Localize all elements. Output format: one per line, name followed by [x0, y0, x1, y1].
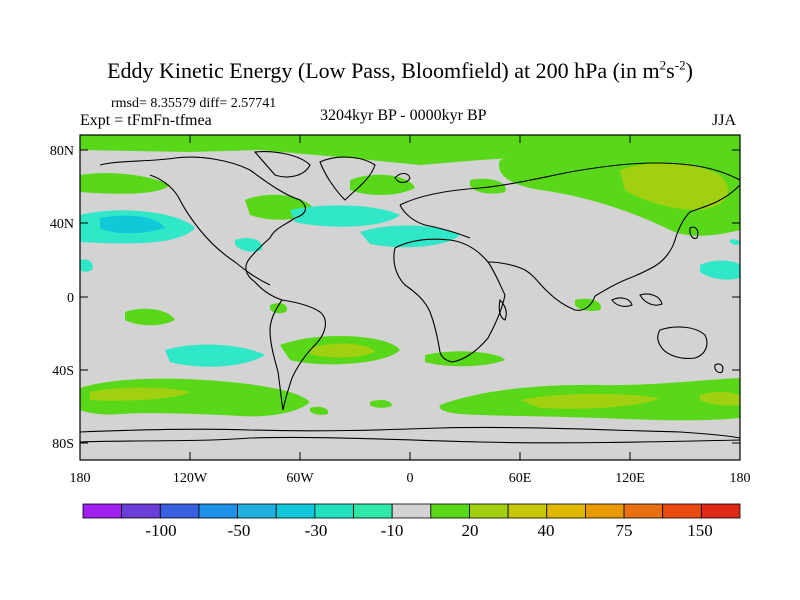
positive-region: [370, 399, 392, 408]
negative-region: [730, 239, 740, 245]
colorbar-swatch: [507, 503, 548, 519]
colorbar-swatch: [314, 503, 354, 519]
season-label: JJA: [712, 112, 737, 129]
positive-region-mid: [90, 387, 190, 401]
colorbar-swatch: [82, 503, 123, 519]
lon-tick-marks: [189, 135, 631, 460]
colorbar-labels: -100 -50 -30 -10 20 40 75 150: [145, 521, 712, 540]
title-superscript-1: 2: [659, 57, 667, 73]
colorbar-swatch: [662, 503, 702, 519]
title-superscript-2: -2: [674, 57, 686, 73]
lon-labels: 180 120W 60W 0 60E 120E 180: [70, 471, 751, 486]
title-mid: s: [666, 58, 675, 83]
colorbar-swatch: [469, 503, 509, 519]
positive-region-mid: [310, 343, 375, 358]
positive-region: [125, 308, 175, 326]
colorbar-label: 40: [538, 521, 555, 540]
lat-tick-marks: [80, 149, 740, 444]
lon-label: 120E: [615, 471, 645, 486]
negative-region: [235, 238, 263, 252]
anomaly-field: [80, 135, 740, 444]
colorbar-swatch: [353, 503, 393, 519]
lat-labels: 80N 40N 0 40S 80S: [50, 144, 74, 452]
colorbar-swatch: [623, 503, 664, 519]
colorbar-label: -50: [228, 521, 251, 540]
colorbar-swatch: [546, 503, 586, 519]
colorbar-swatch: [121, 503, 161, 519]
positive-region: [80, 135, 740, 165]
colorbar: [82, 503, 741, 519]
negative-region: [290, 205, 400, 227]
colorbar-swatch: [585, 503, 625, 519]
positive-region-mid: [520, 393, 660, 409]
lat-label: 0: [67, 291, 74, 306]
figure-title: Eddy Kinetic Energy (Low Pass, Bloomfiel…: [0, 58, 800, 84]
lon-label: 120W: [173, 471, 208, 486]
colorbar-swatch: [391, 503, 432, 519]
stats-line: rmsd= 8.35579 diff= 2.57741: [111, 96, 277, 111]
negative-region-mid: [100, 215, 165, 234]
colorbar-swatch: [198, 503, 238, 519]
positive-region: [425, 351, 505, 367]
coastlines: [80, 151, 740, 444]
title-suffix: ): [685, 58, 693, 83]
colorbar-swatch: [700, 503, 741, 519]
positive-region-mid: [620, 163, 729, 210]
lon-label: 0: [407, 471, 414, 486]
negative-region: [80, 259, 93, 272]
colorbar-label: 20: [462, 521, 479, 540]
negative-region: [165, 344, 265, 367]
period-label: 3204kyr BP - 0000kyr BP: [320, 107, 487, 124]
colorbar-swatch: [430, 503, 470, 519]
colorbar-label: 75: [616, 521, 633, 540]
positive-region: [470, 178, 506, 194]
negative-region: [360, 225, 460, 248]
positive-region-mid: [700, 392, 740, 406]
lat-label: 80S: [52, 437, 74, 452]
colorbar-label: -10: [381, 521, 404, 540]
lon-label: 60W: [286, 471, 314, 486]
colorbar-swatch: [159, 503, 200, 519]
experiment-label: Expt = tFmFn-tfmea: [80, 112, 212, 129]
title-prefix: Eddy Kinetic Energy (Low Pass, Bloomfiel…: [107, 58, 660, 83]
positive-region: [575, 298, 601, 312]
lon-label: 180: [70, 471, 91, 486]
colorbar-label: 150: [687, 521, 713, 540]
colorbar-label: -30: [305, 521, 328, 540]
lat-label: 40N: [50, 217, 74, 232]
lon-label: 60E: [509, 471, 532, 486]
lat-label: 80N: [50, 144, 74, 159]
lat-label: 40S: [52, 364, 74, 379]
positive-region: [310, 406, 329, 415]
negative-region: [700, 260, 740, 280]
lon-label: 180: [730, 471, 751, 486]
positive-region: [270, 303, 288, 314]
colorbar-swatch: [237, 503, 277, 519]
colorbar-swatch: [275, 503, 316, 519]
colorbar-label: -100: [145, 521, 176, 540]
positive-region: [80, 173, 170, 194]
